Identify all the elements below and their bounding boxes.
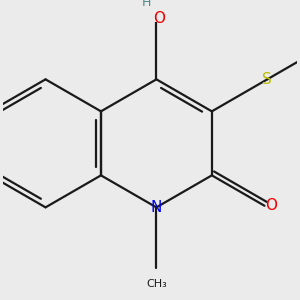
Text: O: O [265,198,277,213]
Text: N: N [151,200,162,215]
Text: CH₃: CH₃ [146,279,167,289]
Text: O: O [154,11,166,26]
Text: S: S [262,72,272,87]
Text: H: H [142,0,152,9]
